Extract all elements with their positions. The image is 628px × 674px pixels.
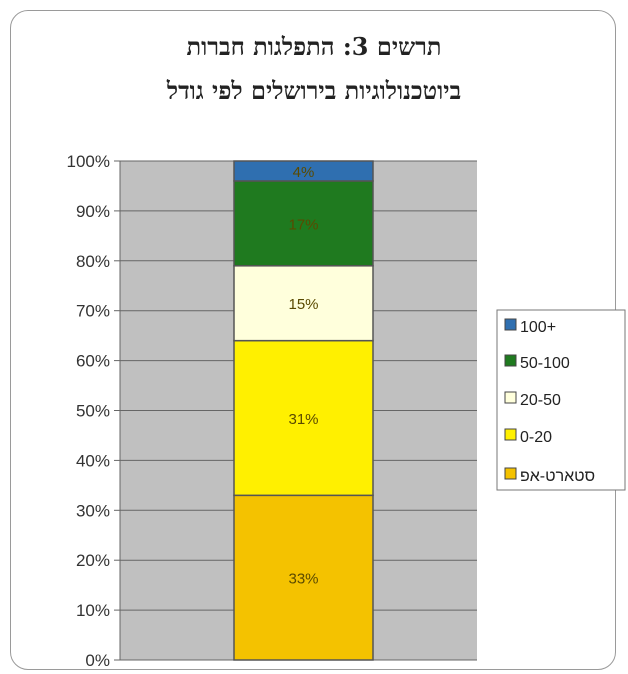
- y-tick-label: 0%: [85, 651, 110, 670]
- segment-label: 4%: [293, 164, 315, 181]
- bar-segments: 33% 31% 15% 17% 4%: [233, 160, 374, 661]
- legend-swatch: [504, 391, 517, 404]
- y-tick-label: 90%: [76, 202, 110, 221]
- segment-label: 31%: [288, 411, 318, 428]
- legend-label: 50-100: [520, 355, 570, 372]
- bar-segment: [233, 339, 374, 497]
- y-tick-label: 70%: [76, 302, 110, 321]
- legend: 100+ 50-100 20-50 0-20 סטארט-אפ: [496, 309, 626, 491]
- legend-swatch: [504, 428, 517, 441]
- legend-box: [496, 309, 626, 491]
- legend-swatch: [504, 354, 517, 367]
- legend-swatch: [504, 467, 517, 480]
- legend-label: 0-20: [520, 429, 552, 446]
- y-tick-label: 10%: [76, 601, 110, 620]
- legend-swatch: [504, 318, 517, 331]
- y-tick-label: 100%: [67, 152, 110, 171]
- y-tick-label: 50%: [76, 402, 110, 421]
- segment-label: 15%: [288, 296, 318, 313]
- y-tick-label: 30%: [76, 501, 110, 520]
- chart-title-line-1: תרשים 3: התפלגות חברות: [186, 32, 442, 61]
- bar-segment: [233, 265, 374, 342]
- legend-label: 20-50: [520, 392, 561, 409]
- legend-label: סטארט-אפ: [520, 468, 595, 485]
- y-tick-label: 40%: [76, 451, 110, 470]
- y-axis: 0% 10% 20% 30% 40% 50% 60% 70% 80% 90% 100%: [67, 152, 121, 670]
- segment-label: 17%: [288, 216, 318, 233]
- bar-segment: [233, 180, 374, 267]
- chart-title-line-2: ביוטכנולוגיות בירושלים לפי גודל: [166, 76, 462, 105]
- y-tick-label: 60%: [76, 352, 110, 371]
- y-tick-label: 80%: [76, 252, 110, 271]
- segment-label: 33%: [288, 571, 318, 588]
- y-tick-label: 20%: [76, 551, 110, 570]
- legend-label: 100+: [520, 319, 556, 336]
- bar-segment: [233, 160, 374, 182]
